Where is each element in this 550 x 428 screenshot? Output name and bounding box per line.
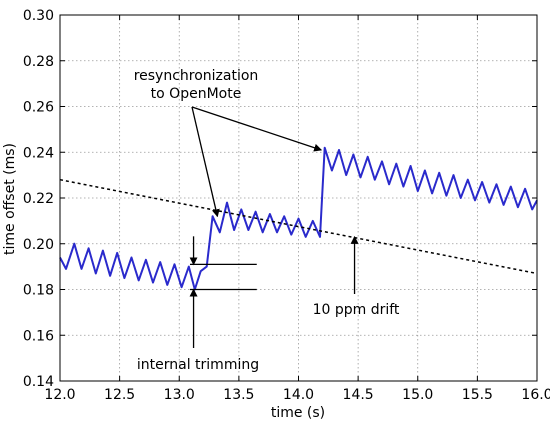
x-tick-label: 13.5 bbox=[223, 387, 254, 403]
annotation-layer: resynchronization to OpenMote 10 ppm dri… bbox=[134, 68, 400, 373]
x-tick-label: 14.0 bbox=[283, 387, 314, 403]
annotation-resync-line-2: to OpenMote bbox=[151, 86, 242, 102]
x-tick-label: 14.5 bbox=[343, 387, 374, 403]
annotation-resync-line-1: resynchronization bbox=[134, 68, 259, 84]
annotation-drift: 10 ppm drift bbox=[313, 302, 400, 318]
x-tick-label: 15.0 bbox=[402, 387, 433, 403]
x-tick-label: 15.5 bbox=[462, 387, 493, 403]
y-tick-label: 0.24 bbox=[23, 145, 54, 161]
resync-arrow-left bbox=[191, 106, 220, 218]
offset-line bbox=[59, 146, 538, 291]
y-axis-label: time offset (ms) bbox=[2, 143, 18, 255]
grid bbox=[60, 15, 537, 381]
y-tick-label: 0.18 bbox=[23, 283, 54, 299]
resync-arrow-right bbox=[191, 106, 323, 152]
y-tick-label: 0.28 bbox=[23, 54, 54, 70]
y-tick-label: 0.20 bbox=[23, 237, 54, 253]
y-tick-label: 0.14 bbox=[23, 374, 54, 390]
x-tick-label: 16.0 bbox=[521, 387, 550, 403]
x-tick-label: 12.0 bbox=[44, 387, 75, 403]
x-tick-label: 13.0 bbox=[164, 387, 195, 403]
x-tick-label: 12.5 bbox=[104, 387, 135, 403]
x-axis-label: time (s) bbox=[271, 405, 325, 421]
series-layer bbox=[59, 146, 538, 291]
ticks-layer: 12.0 12.5 13.0 13.5 14.0 14.5 15.0 15.5 16.0 0.14… bbox=[23, 8, 550, 403]
y-tick-label: 0.26 bbox=[23, 100, 54, 116]
annotation-trim: internal trimming bbox=[137, 357, 259, 373]
y-tick-label: 0.22 bbox=[23, 191, 54, 207]
y-tick-label: 0.30 bbox=[23, 8, 54, 24]
y-tick-label: 0.16 bbox=[23, 328, 54, 344]
